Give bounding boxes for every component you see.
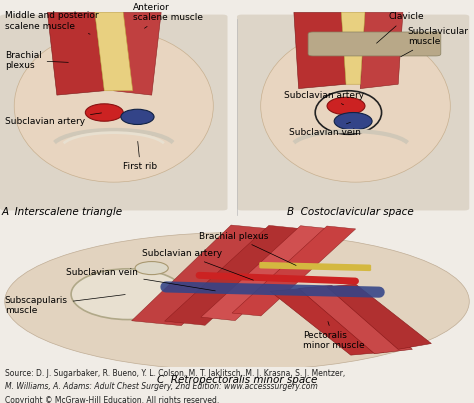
Text: Pectoralis
minor muscle: Pectoralis minor muscle	[303, 322, 365, 350]
Polygon shape	[341, 12, 365, 84]
Circle shape	[85, 104, 123, 121]
Text: Subclavian artery: Subclavian artery	[284, 91, 365, 105]
FancyBboxPatch shape	[308, 32, 441, 56]
FancyBboxPatch shape	[237, 15, 469, 210]
Circle shape	[334, 112, 372, 130]
Ellipse shape	[71, 269, 185, 320]
Text: C  Retropectoralis minor space: C Retropectoralis minor space	[157, 376, 317, 385]
Polygon shape	[164, 225, 310, 325]
Text: Copyright © McGraw-Hill Education. All rights reserved.: Copyright © McGraw-Hill Education. All r…	[5, 396, 219, 403]
Circle shape	[327, 97, 365, 115]
Text: Source: D. J. Sugarbaker, R. Bueno, Y. L. Colson, M. T. Jaklitsch, M. J. Krasna,: Source: D. J. Sugarbaker, R. Bueno, Y. L…	[5, 369, 345, 378]
Text: Clavicle: Clavicle	[376, 12, 424, 43]
Text: Subclavian artery: Subclavian artery	[142, 249, 254, 280]
Polygon shape	[299, 285, 412, 354]
Polygon shape	[294, 12, 346, 89]
Text: Brachial plexus: Brachial plexus	[199, 232, 296, 266]
FancyBboxPatch shape	[0, 15, 228, 210]
Text: Brachial
plexus: Brachial plexus	[5, 51, 68, 70]
Ellipse shape	[135, 262, 168, 274]
Ellipse shape	[5, 233, 469, 370]
Text: Middle and posterior
scalene muscle: Middle and posterior scalene muscle	[5, 11, 99, 34]
Polygon shape	[270, 289, 384, 355]
Polygon shape	[114, 12, 161, 95]
Polygon shape	[132, 225, 281, 326]
Ellipse shape	[14, 30, 213, 182]
Text: Anterior
scalene muscle: Anterior scalene muscle	[133, 3, 203, 28]
Polygon shape	[360, 12, 403, 89]
Text: M. Williams, A. Adams: Adult Chest Surgery, 2nd Edition: www.accesssurgery.com: M. Williams, A. Adams: Adult Chest Surge…	[5, 382, 318, 391]
Text: Subclavicular
muscle: Subclavicular muscle	[401, 27, 469, 57]
Text: Subscapularis
muscle: Subscapularis muscle	[5, 295, 125, 316]
Polygon shape	[232, 226, 356, 316]
Polygon shape	[327, 284, 431, 349]
Polygon shape	[201, 226, 335, 321]
Text: B  Costoclavicular space: B Costoclavicular space	[287, 207, 414, 217]
Text: Subclavian artery: Subclavian artery	[5, 113, 101, 126]
Text: A  Interscalene triangle: A Interscalene triangle	[1, 207, 122, 217]
Polygon shape	[47, 12, 104, 95]
Circle shape	[121, 109, 154, 125]
Text: Subclavian vein: Subclavian vein	[66, 268, 215, 291]
Text: Subclavian vein: Subclavian vein	[289, 122, 361, 137]
Ellipse shape	[261, 30, 450, 182]
Polygon shape	[95, 12, 133, 91]
Text: First rib: First rib	[123, 141, 157, 171]
